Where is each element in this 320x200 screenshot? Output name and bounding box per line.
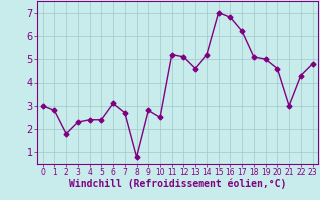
X-axis label: Windchill (Refroidissement éolien,°C): Windchill (Refroidissement éolien,°C) — [69, 179, 286, 189]
